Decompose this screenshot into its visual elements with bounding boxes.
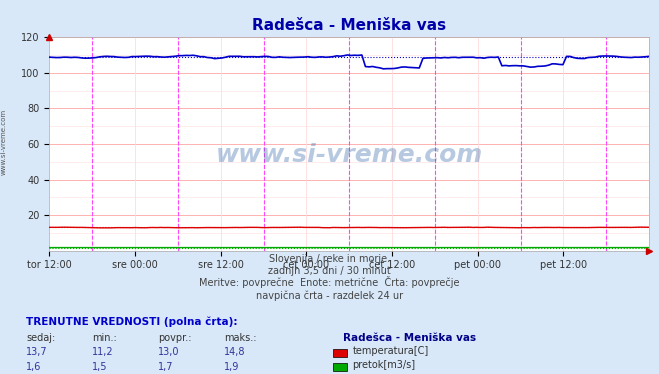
Text: 1,9: 1,9 <box>224 362 239 371</box>
Text: 11,2: 11,2 <box>92 347 114 357</box>
Text: zadnjh 3,5 dni / 30 minut: zadnjh 3,5 dni / 30 minut <box>268 266 391 276</box>
Text: min.:: min.: <box>92 333 117 343</box>
Text: www.si-vreme.com: www.si-vreme.com <box>0 109 7 175</box>
Title: Radešca - Meniška vas: Radešca - Meniška vas <box>252 18 446 33</box>
Text: 14,8: 14,8 <box>224 347 246 357</box>
Text: TRENUTNE VREDNOSTI (polna črta):: TRENUTNE VREDNOSTI (polna črta): <box>26 317 238 327</box>
Text: Meritve: povprečne  Enote: metrične  Črta: povprečje: Meritve: povprečne Enote: metrične Črta:… <box>199 276 460 288</box>
Text: 1,7: 1,7 <box>158 362 174 371</box>
Text: 13,0: 13,0 <box>158 347 180 357</box>
Text: navpična črta - razdelek 24 ur: navpična črta - razdelek 24 ur <box>256 290 403 301</box>
Text: maks.:: maks.: <box>224 333 256 343</box>
Text: pretok[m3/s]: pretok[m3/s] <box>353 361 416 370</box>
Text: 1,6: 1,6 <box>26 362 42 371</box>
Text: temperatura[C]: temperatura[C] <box>353 346 429 356</box>
Text: povpr.:: povpr.: <box>158 333 192 343</box>
Text: Radešca - Meniška vas: Radešca - Meniška vas <box>343 333 476 343</box>
Text: 13,7: 13,7 <box>26 347 48 357</box>
Text: 1,5: 1,5 <box>92 362 108 371</box>
Text: www.si-vreme.com: www.si-vreme.com <box>215 142 483 167</box>
Text: Slovenija / reke in morje.: Slovenija / reke in morje. <box>269 254 390 264</box>
Text: sedaj:: sedaj: <box>26 333 55 343</box>
